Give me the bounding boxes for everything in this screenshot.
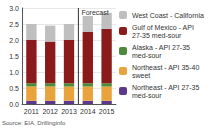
svg-text:2012: 2012 <box>42 108 58 115</box>
svg-text:Source: EIA, Drillinginfo: Source: EIA, Drillinginfo <box>2 120 66 126</box>
svg-text:27-35 med-sour: 27-35 med-sour <box>132 32 182 39</box>
svg-text:Northeast - API 27-35: Northeast - API 27-35 <box>132 84 201 91</box>
svg-text:1.5: 1.5 <box>9 53 19 60</box>
svg-text:Forecast: Forecast <box>81 9 108 16</box>
svg-text:2015: 2015 <box>99 108 115 115</box>
svg-text:0.0: 0.0 <box>9 101 19 108</box>
svg-text:0.5: 0.5 <box>9 85 19 92</box>
svg-text:2014: 2014 <box>80 108 96 115</box>
svg-text:2011: 2011 <box>24 108 39 115</box>
svg-text:West Coast - California: West Coast - California <box>132 12 204 19</box>
svg-text:med-sour: med-sour <box>132 52 162 59</box>
svg-text:Gulf of Mexico - API: Gulf of Mexico - API <box>132 24 196 31</box>
svg-text:2.5: 2.5 <box>9 21 19 28</box>
svg-text:2013: 2013 <box>61 108 77 115</box>
svg-text:Alaska - API 27-35: Alaska - API 27-35 <box>132 44 192 51</box>
svg-text:1.0: 1.0 <box>9 69 19 76</box>
svg-text:3.0: 3.0 <box>9 5 19 12</box>
svg-text:sweet: sweet <box>132 72 150 79</box>
svg-text:Northeast - API 35-40: Northeast - API 35-40 <box>132 64 201 71</box>
svg-text:2.0: 2.0 <box>9 37 19 44</box>
svg-text:med-sour: med-sour <box>132 92 162 99</box>
